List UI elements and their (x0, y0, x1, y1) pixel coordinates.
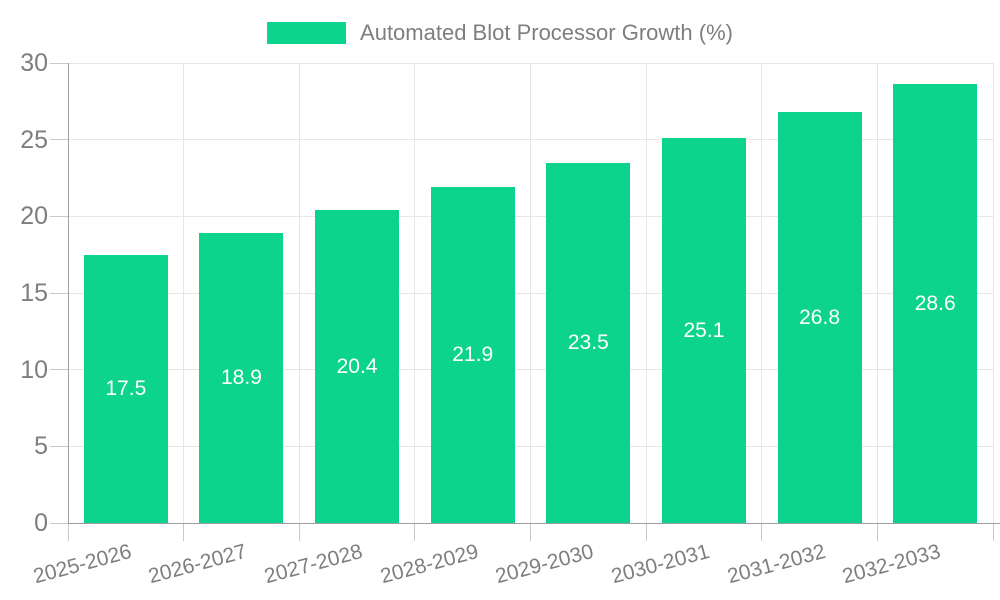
v-gridline (414, 63, 416, 523)
x-axis-tick (530, 523, 531, 541)
x-axis-tick (414, 523, 416, 541)
v-gridline (645, 63, 647, 523)
x-tick-label: 2026-2027 (146, 540, 250, 589)
bar-value-label: 25.1 (683, 318, 725, 342)
bar-value-label: 23.5 (567, 330, 609, 354)
y-axis-tick (50, 445, 68, 447)
bar[interactable]: 28.6 (893, 84, 978, 523)
y-axis-label: 15 (20, 279, 48, 307)
x-tick-label: 2025-2026 (30, 540, 134, 589)
y-axis-tick (50, 522, 68, 524)
v-gridline (992, 63, 994, 523)
x-tick-label: 2027-2028 (262, 540, 366, 589)
x-axis-tick (183, 523, 185, 541)
y-axis-label: 0 (34, 509, 48, 537)
bar[interactable]: 23.5 (546, 162, 631, 523)
x-axis-tick (298, 523, 300, 541)
x-axis-tick (876, 523, 878, 541)
bar[interactable]: 21.9 (430, 187, 515, 523)
bar-value-label: 28.6 (914, 291, 956, 315)
bar-value-label: 21.9 (452, 343, 494, 367)
x-tick-label: 2028-2029 (377, 540, 481, 589)
bar-value-label: 26.8 (799, 305, 840, 329)
x-axis-line (68, 522, 1000, 524)
y-axis-label: 5 (34, 432, 48, 461)
bar[interactable]: 18.9 (199, 233, 284, 523)
v-gridline (530, 63, 531, 523)
x-axis-tick (992, 523, 994, 541)
y-axis-tick (50, 292, 68, 294)
bar[interactable]: 25.1 (661, 138, 746, 523)
x-tick-label: 2030-2031 (608, 540, 712, 589)
x-axis-tick (761, 523, 763, 541)
legend[interactable]: Automated Blot Processor Growth (%) (267, 20, 733, 46)
legend-label: Automated Blot Processor Growth (%) (360, 20, 733, 45)
y-axis-line (67, 63, 69, 523)
bar-value-label: 20.4 (336, 354, 378, 378)
y-axis-label: 30 (20, 49, 48, 77)
y-axis-label: 20 (20, 202, 48, 231)
y-axis-tick (50, 369, 68, 371)
v-gridline (761, 63, 763, 523)
bar-value-label: 17.5 (105, 376, 147, 400)
x-tick-label: 2029-2030 (493, 540, 597, 589)
bar[interactable]: 17.5 (83, 254, 168, 523)
v-gridline (183, 63, 185, 523)
x-axis-tick (645, 523, 647, 541)
y-axis-label: 10 (20, 355, 48, 384)
v-gridline (876, 63, 878, 523)
legend-swatch (267, 22, 347, 44)
x-tick-label: 2032-2033 (840, 540, 944, 589)
y-axis-label: 25 (20, 125, 48, 154)
y-axis-tick (50, 139, 68, 141)
v-gridline (298, 63, 300, 523)
bar[interactable]: 20.4 (315, 210, 400, 523)
bar-value-label: 18.9 (221, 366, 262, 390)
y-axis-tick (50, 215, 68, 217)
bar[interactable]: 26.8 (777, 112, 862, 523)
y-axis-tick (50, 62, 68, 64)
x-axis-tick (67, 523, 69, 541)
x-tick-label: 2031-2032 (724, 540, 828, 589)
